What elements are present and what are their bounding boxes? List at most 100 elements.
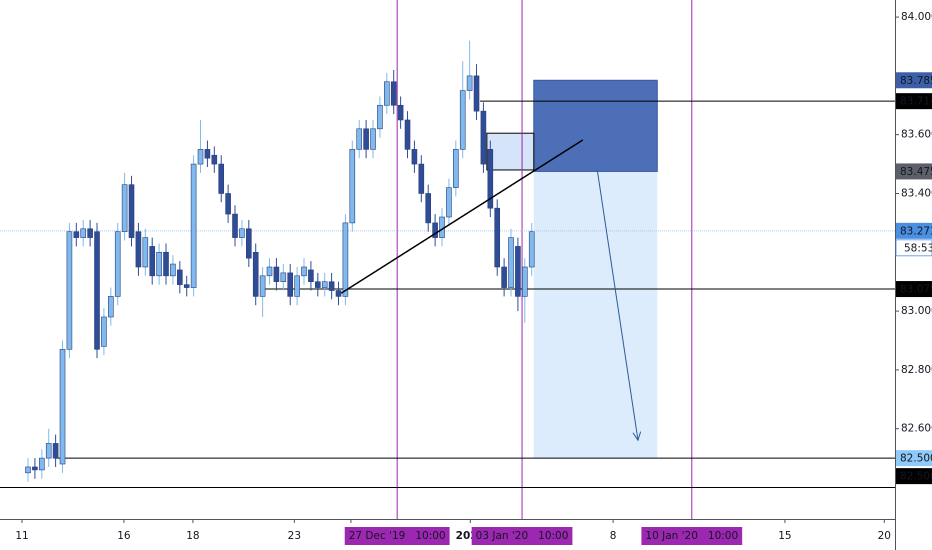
- x-tick-highlight: [641, 527, 743, 545]
- position-stop: [533, 79, 658, 172]
- position-target: [533, 171, 658, 459]
- price-label-bg: [896, 93, 932, 110]
- candle-body: [66, 231, 73, 350]
- price-label: 83.075: [900, 284, 932, 296]
- candle-body: [246, 228, 252, 259]
- candle-body: [52, 443, 59, 459]
- candle-body: [466, 75, 473, 91]
- candle-body: [142, 237, 149, 268]
- candle-body: [266, 266, 273, 277]
- candle-body: [487, 149, 494, 209]
- candle-body: [156, 251, 162, 277]
- candle-body: [45, 443, 52, 459]
- candle-body: [183, 284, 190, 288]
- candle-body: [218, 163, 225, 194]
- candle-body: [204, 149, 211, 159]
- x-tick-highlight: [344, 527, 450, 545]
- price-label: 83.714: [900, 96, 932, 108]
- candle-body: [287, 272, 294, 297]
- price-label: 83.273: [900, 225, 932, 237]
- candle-body: [73, 231, 80, 238]
- candle-body: [384, 81, 390, 106]
- candle-body: [121, 184, 128, 233]
- candle-body: [494, 207, 501, 268]
- candle-body: [522, 266, 528, 297]
- price-label-bg: [896, 450, 932, 467]
- price-label: 83.785: [900, 75, 932, 87]
- price-label: 82.500: [900, 471, 932, 483]
- countdown: 58:53: [904, 242, 932, 254]
- arrow-head: [632, 431, 642, 442]
- candle-body: [94, 231, 100, 350]
- candle-body: [473, 75, 480, 112]
- candle-body: [528, 231, 535, 268]
- candle-body: [321, 281, 328, 288]
- trendline: [340, 139, 584, 294]
- candle-body: [315, 281, 321, 288]
- candle-body: [349, 149, 356, 224]
- candle-body: [390, 81, 397, 106]
- zone-box: [486, 132, 535, 171]
- x-tick-label: 8: [610, 530, 617, 542]
- candle-body: [163, 251, 169, 277]
- candle-body: [335, 290, 342, 297]
- candle-body: [480, 110, 487, 165]
- candle-body: [370, 128, 376, 150]
- candle-body: [252, 251, 259, 297]
- countdown-bg: [895, 239, 932, 257]
- candle-body: [211, 154, 218, 165]
- candle-body: [411, 149, 418, 165]
- candle-body: [25, 466, 31, 474]
- y-tick-label: 83.600: [901, 129, 932, 141]
- candle-body: [190, 163, 197, 288]
- candle-body: [328, 281, 335, 291]
- candle-body: [232, 213, 238, 238]
- candle-body: [135, 231, 142, 268]
- candle-body: [501, 266, 507, 288]
- candle-body: [149, 246, 156, 277]
- candle-body: [404, 119, 411, 150]
- price-label-bg: [896, 468, 932, 485]
- candle-body: [280, 272, 287, 283]
- candle-body: [101, 316, 107, 347]
- candle-body: [453, 149, 459, 188]
- candle-body: [197, 149, 204, 165]
- x-tick-label: 23: [288, 530, 301, 542]
- candle-body: [87, 228, 93, 238]
- x-tick-label: 11: [15, 530, 28, 542]
- candle-body: [418, 163, 425, 194]
- y-tick-label: 83.400: [901, 187, 932, 199]
- x-tick-highlight: [471, 527, 573, 545]
- candle-body: [32, 466, 38, 471]
- candle-body: [508, 237, 514, 288]
- x-tick-label: 27 Dec '19 10:00: [349, 530, 446, 542]
- candle-body: [108, 296, 114, 318]
- candle-body: [432, 222, 438, 238]
- candle-body: [39, 457, 45, 471]
- candle-body: [425, 193, 432, 224]
- candle-body: [225, 193, 231, 215]
- y-tick-label: 84.000: [901, 11, 932, 23]
- candle-body: [397, 104, 404, 121]
- candle-body: [515, 246, 521, 297]
- x-tick-label: 03 Jan '20 10:00: [476, 530, 569, 542]
- price-label: 83.475: [900, 166, 932, 178]
- candle-body: [239, 228, 245, 238]
- y-tick-label: 83.000: [901, 305, 932, 317]
- x-tick-label: 10 Jan '20 10:00: [645, 530, 738, 542]
- candle-body: [377, 104, 383, 130]
- candle-body: [308, 269, 314, 283]
- candle-body: [363, 128, 369, 150]
- price-label: 82.500: [900, 453, 932, 465]
- price-label-bg: [896, 72, 932, 89]
- candle-body: [446, 187, 452, 218]
- candle-body: [114, 231, 121, 297]
- x-tick-label: 20: [878, 530, 891, 542]
- candle-body: [342, 222, 349, 297]
- y-tick-label: 82.800: [901, 364, 932, 376]
- price-label-bg: [896, 163, 932, 180]
- x-tick-label: 15: [778, 530, 791, 542]
- candle-body: [80, 228, 87, 238]
- price-label-bg: [896, 281, 932, 298]
